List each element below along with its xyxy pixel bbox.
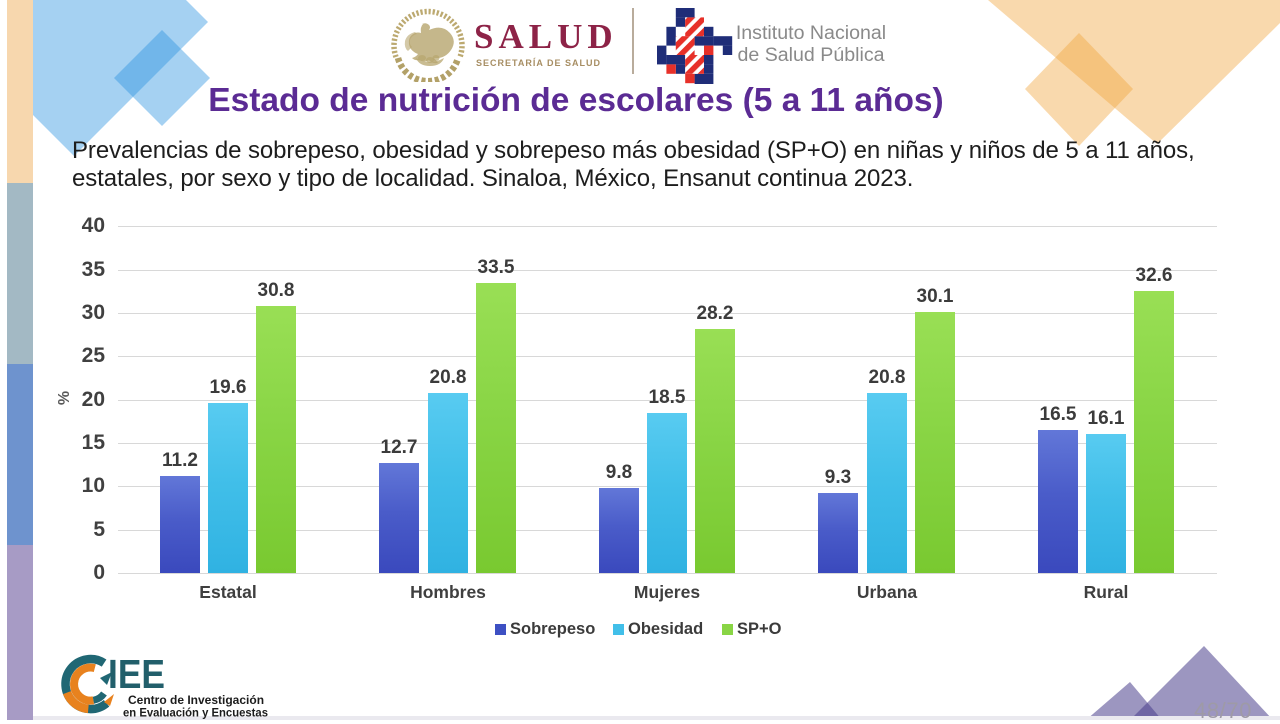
svg-text:IEE: IEE bbox=[108, 651, 165, 697]
svg-text:en Evaluación y Encuestas: en Evaluación y Encuestas bbox=[123, 706, 268, 720]
svg-text:Centro de Investigación: Centro de Investigación bbox=[128, 693, 264, 707]
